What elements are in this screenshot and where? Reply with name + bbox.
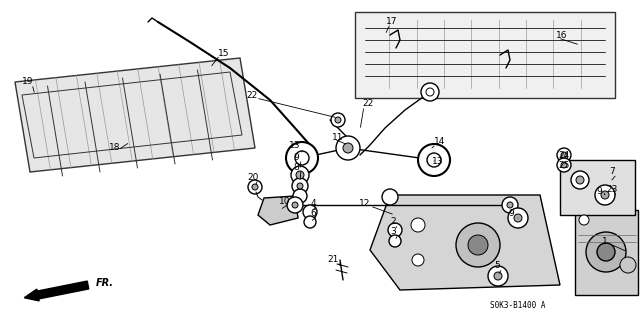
Text: S0K3-B1400 A: S0K3-B1400 A bbox=[490, 301, 545, 310]
Text: 9: 9 bbox=[508, 210, 514, 218]
Text: 8: 8 bbox=[293, 162, 299, 171]
Circle shape bbox=[286, 142, 318, 174]
Polygon shape bbox=[370, 195, 560, 290]
Text: 2: 2 bbox=[390, 218, 396, 226]
Text: 1: 1 bbox=[602, 238, 608, 246]
Circle shape bbox=[557, 158, 571, 172]
Text: 13: 13 bbox=[289, 142, 301, 150]
Circle shape bbox=[571, 171, 589, 189]
Circle shape bbox=[576, 176, 584, 184]
Circle shape bbox=[292, 178, 308, 194]
Circle shape bbox=[297, 183, 303, 189]
Text: FR.: FR. bbox=[96, 278, 114, 288]
Circle shape bbox=[508, 208, 528, 228]
Circle shape bbox=[292, 202, 298, 208]
Text: 9: 9 bbox=[293, 153, 299, 162]
Text: 5: 5 bbox=[494, 261, 500, 271]
Circle shape bbox=[595, 185, 615, 205]
Polygon shape bbox=[258, 196, 298, 225]
Text: 17: 17 bbox=[387, 17, 397, 26]
Circle shape bbox=[418, 144, 450, 176]
Circle shape bbox=[287, 197, 303, 213]
Text: 22: 22 bbox=[246, 92, 258, 100]
Circle shape bbox=[494, 272, 502, 280]
Circle shape bbox=[304, 216, 316, 228]
Text: 19: 19 bbox=[22, 78, 34, 86]
Circle shape bbox=[557, 148, 571, 162]
Text: 10: 10 bbox=[279, 197, 291, 205]
Polygon shape bbox=[560, 160, 635, 215]
Circle shape bbox=[601, 191, 609, 199]
Circle shape bbox=[586, 232, 626, 272]
Text: 14: 14 bbox=[435, 137, 445, 147]
Circle shape bbox=[335, 117, 341, 123]
Text: 25: 25 bbox=[558, 162, 570, 170]
Text: 4: 4 bbox=[310, 199, 316, 209]
Text: 21: 21 bbox=[327, 254, 339, 264]
Circle shape bbox=[291, 166, 309, 184]
Circle shape bbox=[331, 113, 345, 127]
Text: 24: 24 bbox=[558, 151, 570, 161]
Text: 12: 12 bbox=[359, 199, 371, 209]
Polygon shape bbox=[355, 12, 615, 98]
Circle shape bbox=[620, 257, 636, 273]
Circle shape bbox=[488, 266, 508, 286]
Text: 16: 16 bbox=[556, 31, 568, 40]
Circle shape bbox=[343, 143, 353, 153]
Circle shape bbox=[514, 214, 522, 222]
Circle shape bbox=[579, 215, 589, 225]
Circle shape bbox=[411, 218, 425, 232]
Text: 11: 11 bbox=[332, 133, 344, 142]
Circle shape bbox=[412, 254, 424, 266]
Text: 7: 7 bbox=[609, 168, 615, 176]
Circle shape bbox=[295, 151, 309, 165]
Text: 18: 18 bbox=[109, 143, 121, 153]
Circle shape bbox=[336, 136, 360, 160]
Circle shape bbox=[303, 205, 317, 219]
Polygon shape bbox=[575, 210, 638, 295]
Circle shape bbox=[248, 180, 262, 194]
Circle shape bbox=[426, 88, 434, 96]
FancyArrow shape bbox=[24, 281, 89, 301]
Text: 20: 20 bbox=[247, 172, 259, 182]
Circle shape bbox=[502, 197, 518, 213]
Text: 9: 9 bbox=[596, 186, 602, 196]
Text: 15: 15 bbox=[218, 49, 230, 58]
Circle shape bbox=[507, 202, 513, 208]
Circle shape bbox=[296, 171, 304, 179]
Circle shape bbox=[389, 235, 401, 247]
Circle shape bbox=[293, 189, 307, 203]
Text: 23: 23 bbox=[606, 184, 618, 193]
Circle shape bbox=[456, 223, 500, 267]
Circle shape bbox=[561, 152, 567, 158]
Circle shape bbox=[427, 153, 441, 167]
Circle shape bbox=[468, 235, 488, 255]
Circle shape bbox=[382, 189, 398, 205]
Circle shape bbox=[597, 243, 615, 261]
Text: 22: 22 bbox=[362, 100, 374, 108]
Circle shape bbox=[561, 162, 567, 168]
Polygon shape bbox=[15, 58, 255, 172]
Text: 13: 13 bbox=[432, 157, 444, 167]
Circle shape bbox=[252, 184, 258, 190]
Circle shape bbox=[388, 223, 402, 237]
Text: 3: 3 bbox=[390, 227, 396, 237]
Circle shape bbox=[421, 83, 439, 101]
Text: 6: 6 bbox=[310, 210, 316, 218]
